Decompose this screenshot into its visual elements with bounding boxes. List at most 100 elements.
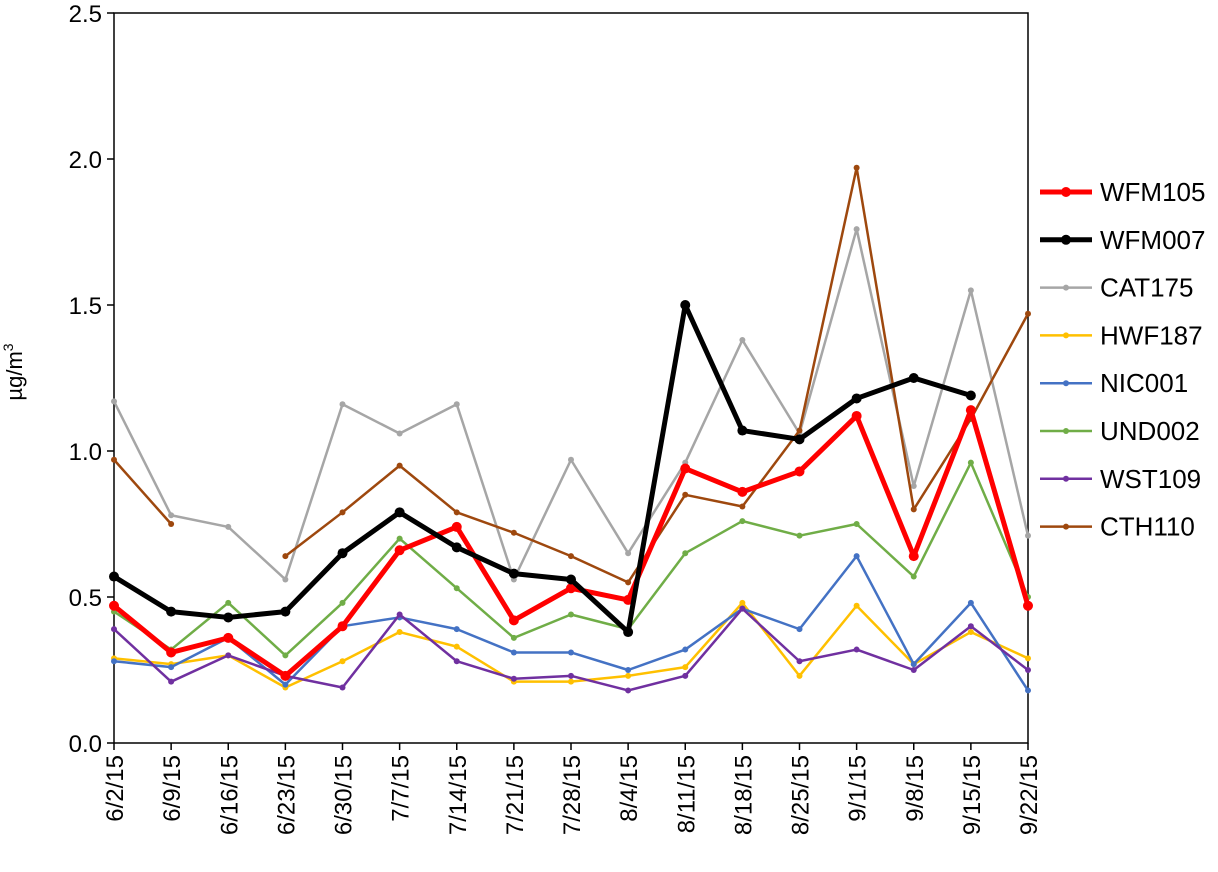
data-point — [682, 646, 689, 653]
data-point — [910, 667, 917, 673]
data-point — [394, 545, 405, 556]
data-point — [1025, 667, 1031, 673]
data-point — [853, 646, 860, 653]
x-tick-label: 8/11/15 — [673, 755, 700, 833]
data-point — [853, 602, 860, 609]
data-point — [166, 606, 177, 617]
data-point — [282, 576, 289, 583]
data-point — [223, 632, 234, 643]
data-point — [794, 434, 805, 445]
data-point — [853, 521, 860, 527]
data-point — [168, 678, 175, 685]
data-point — [796, 626, 803, 633]
x-tick-label: 9/22/15 — [1016, 755, 1043, 835]
data-point — [508, 568, 519, 579]
legend-item-cth110: CTH110 — [1040, 512, 1195, 542]
data-point — [739, 605, 746, 612]
data-point — [1025, 532, 1031, 539]
series-line — [113, 458, 173, 525]
data-point — [737, 486, 748, 497]
series-cat175 — [111, 226, 1031, 583]
data-point — [568, 553, 574, 560]
data-point — [168, 512, 175, 519]
legend-item-wst109: WST109 — [1040, 464, 1201, 494]
data-point — [225, 652, 232, 659]
data-point — [739, 518, 746, 525]
data-point — [451, 542, 462, 553]
data-point — [337, 548, 348, 559]
x-tick-label: 9/15/15 — [959, 755, 986, 835]
series-wfm105 — [109, 405, 1033, 681]
x-tick-label: 7/28/15 — [559, 755, 586, 835]
data-point — [1025, 687, 1031, 694]
data-point — [910, 483, 917, 490]
data-point — [623, 627, 634, 638]
data-point — [625, 550, 632, 557]
data-point — [109, 600, 119, 611]
legend-label: WFM105 — [1100, 177, 1205, 207]
x-tick-label: 6/2/15 — [102, 755, 129, 822]
y-axis-label-superscript: 3 — [0, 343, 16, 351]
y-tick-label: 2.0 — [69, 147, 102, 174]
data-point — [396, 462, 403, 469]
data-point — [510, 634, 517, 641]
legend-label: WFM007 — [1100, 225, 1205, 255]
x-tick-label: 8/4/15 — [616, 755, 643, 822]
series-wst109 — [111, 605, 1031, 694]
data-point — [853, 164, 860, 171]
series-line — [112, 407, 1031, 679]
data-point — [1025, 655, 1031, 662]
data-point — [396, 629, 403, 636]
data-point — [794, 466, 805, 477]
data-point — [280, 606, 291, 617]
data-point — [280, 670, 291, 681]
legend-item-und002: UND002 — [1040, 416, 1200, 446]
data-point — [510, 675, 517, 682]
x-tick-label: 7/21/15 — [502, 755, 529, 835]
data-point — [625, 687, 632, 694]
data-point — [625, 667, 632, 673]
legend-marker — [1063, 475, 1069, 482]
data-point — [739, 337, 746, 344]
data-point — [967, 459, 974, 466]
data-point — [566, 574, 576, 585]
data-point — [796, 427, 803, 434]
legend-label: NIC001 — [1100, 368, 1188, 398]
data-point — [339, 401, 346, 408]
data-point — [453, 401, 460, 408]
data-point — [796, 672, 803, 679]
x-tick-label: 7/14/15 — [445, 755, 472, 835]
data-point — [109, 571, 119, 582]
data-point — [394, 507, 405, 518]
legend-marker — [1063, 284, 1069, 291]
x-tick-label: 6/9/15 — [159, 755, 186, 822]
data-point — [451, 521, 462, 532]
legend-label: CAT175 — [1100, 273, 1193, 303]
data-point — [682, 664, 689, 671]
data-point — [910, 506, 917, 513]
data-point — [453, 626, 460, 633]
legend-item-wfm007: WFM007 — [1040, 225, 1205, 255]
x-tick-label: 8/18/15 — [730, 755, 757, 835]
data-point — [1023, 600, 1033, 611]
legend-label: UND002 — [1100, 416, 1200, 446]
x-tick-label: 9/1/15 — [845, 755, 872, 822]
data-point — [965, 390, 976, 401]
legend-marker — [1063, 332, 1069, 339]
data-point — [851, 410, 862, 421]
data-point — [910, 661, 917, 668]
data-point — [851, 393, 862, 404]
data-point — [680, 463, 691, 474]
data-point — [168, 521, 175, 527]
data-point — [339, 509, 346, 516]
data-point — [453, 585, 460, 592]
legend-item-wfm105: WFM105 — [1040, 177, 1205, 207]
legend-item-nic001: NIC001 — [1040, 368, 1188, 398]
data-point — [739, 503, 746, 510]
x-tick-label: 6/23/15 — [273, 755, 300, 835]
legend-marker — [1063, 380, 1069, 387]
y-tick-label: 0.5 — [69, 585, 102, 612]
axes: 0.0 0.5 1.0 1.5 2.0 2.5 6/2/15 6/9/15 6/16/15 6/2… — [69, 1, 1043, 835]
data-point — [282, 681, 289, 688]
series-line — [112, 302, 972, 635]
